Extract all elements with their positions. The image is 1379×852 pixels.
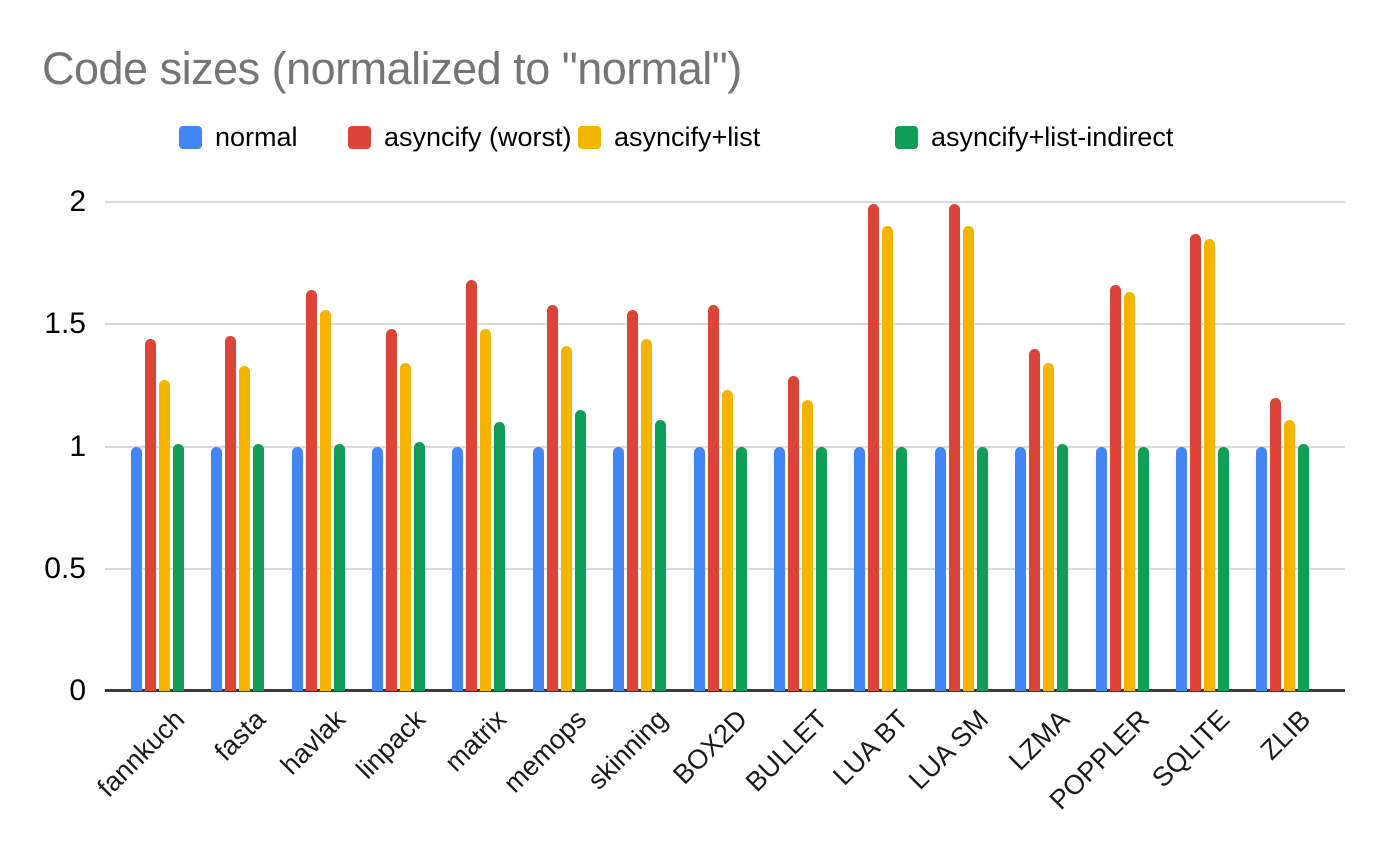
bar-fasta-asyncify-list-indirect [253, 444, 265, 691]
bar-sqlite-normal [1175, 446, 1187, 691]
legend-item-asyncify-list-indirect: asyncify+list-indirect [895, 122, 1173, 153]
bar-memops-asyncify-list [560, 346, 572, 691]
bar-fannkuch-asyncify-worst- [144, 338, 156, 691]
bar-fasta-asyncify-worst- [225, 336, 237, 691]
legend-swatch-icon [348, 126, 371, 149]
bar-poppler-asyncify-worst- [1109, 285, 1121, 691]
bar-fannkuch-asyncify-list-indirect [172, 444, 184, 691]
bar-sqlite-asyncify-worst- [1189, 233, 1201, 691]
bar-fannkuch-normal [130, 446, 142, 691]
bar-poppler-asyncify-list [1123, 292, 1135, 691]
bar-bullet-asyncify-list [801, 400, 813, 691]
legend-swatch-icon [179, 126, 202, 149]
bar-matrix-asyncify-worst- [466, 280, 478, 691]
y-axis-tick-label: 0 [69, 674, 86, 707]
legend-item-asyncify-list: asyncify+list [578, 122, 760, 153]
bar-lua-bt-asyncify-list [882, 226, 894, 691]
bar-lua-sm-asyncify-list-indirect [976, 446, 988, 691]
bar-linpack-asyncify-worst- [385, 329, 397, 691]
bar-poppler-normal [1095, 446, 1107, 691]
bar-fannkuch-asyncify-list [158, 380, 170, 691]
bar-sqlite-asyncify-list [1203, 238, 1215, 691]
bar-lua-sm-asyncify-list [962, 226, 974, 691]
legend-swatch-icon [578, 126, 601, 149]
bar-lzma-asyncify-list-indirect [1057, 444, 1069, 691]
bar-matrix-asyncify-list-indirect [494, 422, 506, 691]
bar-fasta-normal [211, 446, 223, 691]
bar-box2d-asyncify-list [721, 390, 733, 691]
y-axis-tick-label: 2 [69, 185, 86, 218]
bar-zlib-normal [1256, 446, 1268, 691]
bar-zlib-asyncify-list [1284, 419, 1296, 691]
bar-havlak-asyncify-list-indirect [333, 444, 345, 691]
bar-skinning-asyncify-list [641, 338, 653, 691]
bar-lzma-asyncify-list [1043, 363, 1055, 691]
legend-label: normal [215, 122, 298, 152]
bar-zlib-asyncify-worst- [1270, 397, 1282, 691]
bar-lua-bt-asyncify-worst- [868, 204, 880, 691]
bar-matrix-asyncify-list [480, 329, 492, 691]
bar-zlib-asyncify-list-indirect [1298, 444, 1310, 691]
gridline-y-2 [105, 201, 1345, 203]
bar-lua-sm-asyncify-worst- [948, 204, 960, 691]
bar-lua-sm-normal [934, 446, 946, 691]
bar-bullet-normal [773, 446, 785, 691]
chart-title: Code sizes (normalized to "normal") [42, 43, 742, 94]
legend-swatch-icon [895, 126, 918, 149]
bar-lua-bt-asyncify-list-indirect [896, 446, 908, 691]
bar-havlak-asyncify-worst- [305, 290, 317, 691]
bar-linpack-asyncify-list-indirect [413, 441, 425, 691]
bar-havlak-asyncify-list [319, 309, 331, 691]
y-axis-tick-label: 1 [69, 429, 86, 463]
legend-label: asyncify+list [614, 122, 761, 152]
bar-matrix-normal [452, 446, 464, 691]
bar-lua-bt-normal [854, 446, 866, 691]
legend-label: asyncify (worst) [384, 122, 572, 152]
bar-bullet-asyncify-worst- [787, 375, 799, 691]
gridline-y-1.5 [105, 323, 1345, 326]
bar-lzma-asyncify-worst- [1029, 348, 1041, 691]
bar-memops-asyncify-list-indirect [574, 409, 586, 691]
bar-sqlite-asyncify-list-indirect [1217, 446, 1229, 691]
bar-havlak-normal [291, 446, 303, 691]
bar-skinning-asyncify-worst- [627, 309, 639, 691]
legend-item-asyncify-worst-: asyncify (worst) [348, 122, 572, 153]
bar-box2d-asyncify-worst- [707, 304, 719, 691]
bar-lzma-normal [1015, 446, 1027, 691]
y-axis-tick-label: 1.5 [44, 307, 86, 341]
bar-memops-asyncify-worst- [546, 304, 558, 691]
bar-linpack-normal [371, 446, 383, 691]
bar-box2d-asyncify-list-indirect [735, 446, 747, 691]
y-axis-tick-label: 0.5 [44, 551, 86, 585]
bar-linpack-asyncify-list [399, 363, 411, 691]
legend-label: asyncify+list-indirect [931, 122, 1174, 152]
bar-poppler-asyncify-list-indirect [1137, 446, 1149, 691]
bar-skinning-asyncify-list-indirect [655, 419, 667, 691]
bar-skinning-normal [613, 446, 625, 691]
bar-box2d-normal [693, 446, 705, 691]
bar-bullet-asyncify-list-indirect [815, 446, 827, 691]
legend-item-normal: normal [179, 122, 298, 153]
bar-fasta-asyncify-list [239, 365, 251, 691]
bar-memops-normal [532, 446, 544, 691]
